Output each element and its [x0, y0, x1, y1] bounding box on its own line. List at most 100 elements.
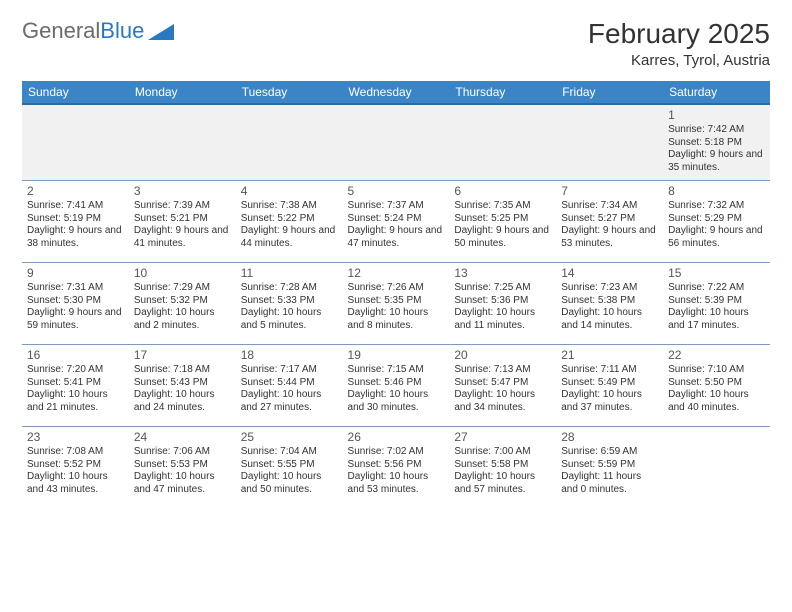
day-number: 3: [134, 184, 231, 199]
day-number: 28: [561, 430, 658, 445]
sunset-text: Sunset: 5:22 PM: [241, 213, 338, 226]
day-header-row: SundayMondayTuesdayWednesdayThursdayFrid…: [22, 81, 770, 104]
calendar-day-cell: 27Sunrise: 7:00 AMSunset: 5:58 PMDayligh…: [449, 427, 556, 509]
daylight-text: Daylight: 10 hours and 14 minutes.: [561, 307, 658, 332]
logo-triangle-icon: [148, 22, 174, 40]
day-number: 13: [454, 266, 551, 281]
sunset-text: Sunset: 5:41 PM: [27, 377, 124, 390]
page-header: GeneralBlue February 2025 Karres, Tyrol,…: [22, 18, 770, 69]
day-number: 10: [134, 266, 231, 281]
sunset-text: Sunset: 5:58 PM: [454, 459, 551, 472]
day-number: 8: [668, 184, 765, 199]
sunrise-text: Sunrise: 7:18 AM: [134, 364, 231, 377]
calendar-day-cell: 26Sunrise: 7:02 AMSunset: 5:56 PMDayligh…: [343, 427, 450, 509]
sunset-text: Sunset: 5:47 PM: [454, 377, 551, 390]
day-number: 2: [27, 184, 124, 199]
day-number: 9: [27, 266, 124, 281]
calendar-day-cell: 14Sunrise: 7:23 AMSunset: 5:38 PMDayligh…: [556, 263, 663, 345]
daylight-text: Daylight: 10 hours and 11 minutes.: [454, 307, 551, 332]
daylight-text: Daylight: 10 hours and 47 minutes.: [134, 471, 231, 496]
sunset-text: Sunset: 5:21 PM: [134, 213, 231, 226]
sunrise-text: Sunrise: 7:17 AM: [241, 364, 338, 377]
day-header: Friday: [556, 81, 663, 104]
sunset-text: Sunset: 5:56 PM: [348, 459, 445, 472]
logo: GeneralBlue: [22, 18, 174, 44]
calendar-head: SundayMondayTuesdayWednesdayThursdayFrid…: [22, 81, 770, 104]
calendar-day-cell: 18Sunrise: 7:17 AMSunset: 5:44 PMDayligh…: [236, 345, 343, 427]
daylight-text: Daylight: 10 hours and 5 minutes.: [241, 307, 338, 332]
calendar-week: 1Sunrise: 7:42 AMSunset: 5:18 PMDaylight…: [22, 104, 770, 181]
sunset-text: Sunset: 5:52 PM: [27, 459, 124, 472]
month-title: February 2025: [588, 18, 770, 50]
daylight-text: Daylight: 9 hours and 53 minutes.: [561, 225, 658, 250]
sunrise-text: Sunrise: 7:08 AM: [27, 446, 124, 459]
day-number: 25: [241, 430, 338, 445]
calendar-day-cell: 8Sunrise: 7:32 AMSunset: 5:29 PMDaylight…: [663, 181, 770, 263]
sunset-text: Sunset: 5:18 PM: [668, 137, 765, 150]
sunset-text: Sunset: 5:44 PM: [241, 377, 338, 390]
sunset-text: Sunset: 5:35 PM: [348, 295, 445, 308]
calendar-table: SundayMondayTuesdayWednesdayThursdayFrid…: [22, 81, 770, 509]
sunrise-text: Sunrise: 7:23 AM: [561, 282, 658, 295]
day-number: 16: [27, 348, 124, 363]
calendar-day-cell: 5Sunrise: 7:37 AMSunset: 5:24 PMDaylight…: [343, 181, 450, 263]
day-header: Monday: [129, 81, 236, 104]
daylight-text: Daylight: 9 hours and 41 minutes.: [134, 225, 231, 250]
calendar-day-cell: 4Sunrise: 7:38 AMSunset: 5:22 PMDaylight…: [236, 181, 343, 263]
sunset-text: Sunset: 5:50 PM: [668, 377, 765, 390]
sunset-text: Sunset: 5:29 PM: [668, 213, 765, 226]
sunrise-text: Sunrise: 7:42 AM: [668, 124, 765, 137]
sunrise-text: Sunrise: 7:04 AM: [241, 446, 338, 459]
sunrise-text: Sunrise: 7:10 AM: [668, 364, 765, 377]
daylight-text: Daylight: 9 hours and 50 minutes.: [454, 225, 551, 250]
logo-text-general: General: [22, 18, 100, 44]
sunrise-text: Sunrise: 7:34 AM: [561, 200, 658, 213]
sunrise-text: Sunrise: 7:39 AM: [134, 200, 231, 213]
day-number: 27: [454, 430, 551, 445]
daylight-text: Daylight: 10 hours and 2 minutes.: [134, 307, 231, 332]
sunrise-text: Sunrise: 7:02 AM: [348, 446, 445, 459]
sunset-text: Sunset: 5:53 PM: [134, 459, 231, 472]
sunset-text: Sunset: 5:24 PM: [348, 213, 445, 226]
calendar-day-cell: 20Sunrise: 7:13 AMSunset: 5:47 PMDayligh…: [449, 345, 556, 427]
sunrise-text: Sunrise: 7:28 AM: [241, 282, 338, 295]
calendar-day-cell: [343, 104, 450, 181]
sunrise-text: Sunrise: 7:38 AM: [241, 200, 338, 213]
calendar-day-cell: 9Sunrise: 7:31 AMSunset: 5:30 PMDaylight…: [22, 263, 129, 345]
daylight-text: Daylight: 9 hours and 35 minutes.: [668, 149, 765, 174]
calendar-day-cell: 13Sunrise: 7:25 AMSunset: 5:36 PMDayligh…: [449, 263, 556, 345]
sunrise-text: Sunrise: 6:59 AM: [561, 446, 658, 459]
sunrise-text: Sunrise: 7:31 AM: [27, 282, 124, 295]
calendar-day-cell: 15Sunrise: 7:22 AMSunset: 5:39 PMDayligh…: [663, 263, 770, 345]
calendar-week: 23Sunrise: 7:08 AMSunset: 5:52 PM Dayligh…: [22, 427, 770, 509]
daylight-text: Daylight: 9 hours and 56 minutes.: [668, 225, 765, 250]
sunset-text: Sunset: 5:55 PM: [241, 459, 338, 472]
daylight-text: Daylight: 10 hours and 17 minutes.: [668, 307, 765, 332]
daylight-text: Daylight: 10 hours and 27 minutes.: [241, 389, 338, 414]
day-number: 23: [27, 430, 124, 445]
day-number: 6: [454, 184, 551, 199]
daylight-text: Daylight: 10 hours and 50 minutes.: [241, 471, 338, 496]
sunrise-text: Sunrise: 7:41 AM: [27, 200, 124, 213]
calendar-day-cell: [556, 104, 663, 181]
day-number: 7: [561, 184, 658, 199]
sunrise-text: Sunrise: 7:37 AM: [348, 200, 445, 213]
sunrise-text: Sunrise: 7:26 AM: [348, 282, 445, 295]
daylight-text: Daylight: 9 hours and 59 minutes.: [27, 307, 124, 332]
sunrise-text: Sunrise: 7:29 AM: [134, 282, 231, 295]
day-number: 4: [241, 184, 338, 199]
calendar-week: 2Sunrise: 7:41 AMSunset: 5:19 PM Daylight…: [22, 181, 770, 263]
sunrise-text: Sunrise: 7:22 AM: [668, 282, 765, 295]
sunset-text: Sunset: 5:30 PM: [27, 295, 124, 308]
daylight-text: Daylight: 10 hours and 8 minutes.: [348, 307, 445, 332]
day-number: 20: [454, 348, 551, 363]
calendar-day-cell: [236, 104, 343, 181]
sunrise-text: Sunrise: 7:06 AM: [134, 446, 231, 459]
calendar-day-cell: 21Sunrise: 7:11 AMSunset: 5:49 PMDayligh…: [556, 345, 663, 427]
daylight-text: Daylight: 10 hours and 37 minutes.: [561, 389, 658, 414]
daylight-text: Daylight: 11 hours and 0 minutes.: [561, 471, 658, 496]
day-number: 17: [134, 348, 231, 363]
logo-text-blue: Blue: [100, 18, 144, 44]
day-number: 5: [348, 184, 445, 199]
sunset-text: Sunset: 5:19 PM: [27, 213, 124, 226]
